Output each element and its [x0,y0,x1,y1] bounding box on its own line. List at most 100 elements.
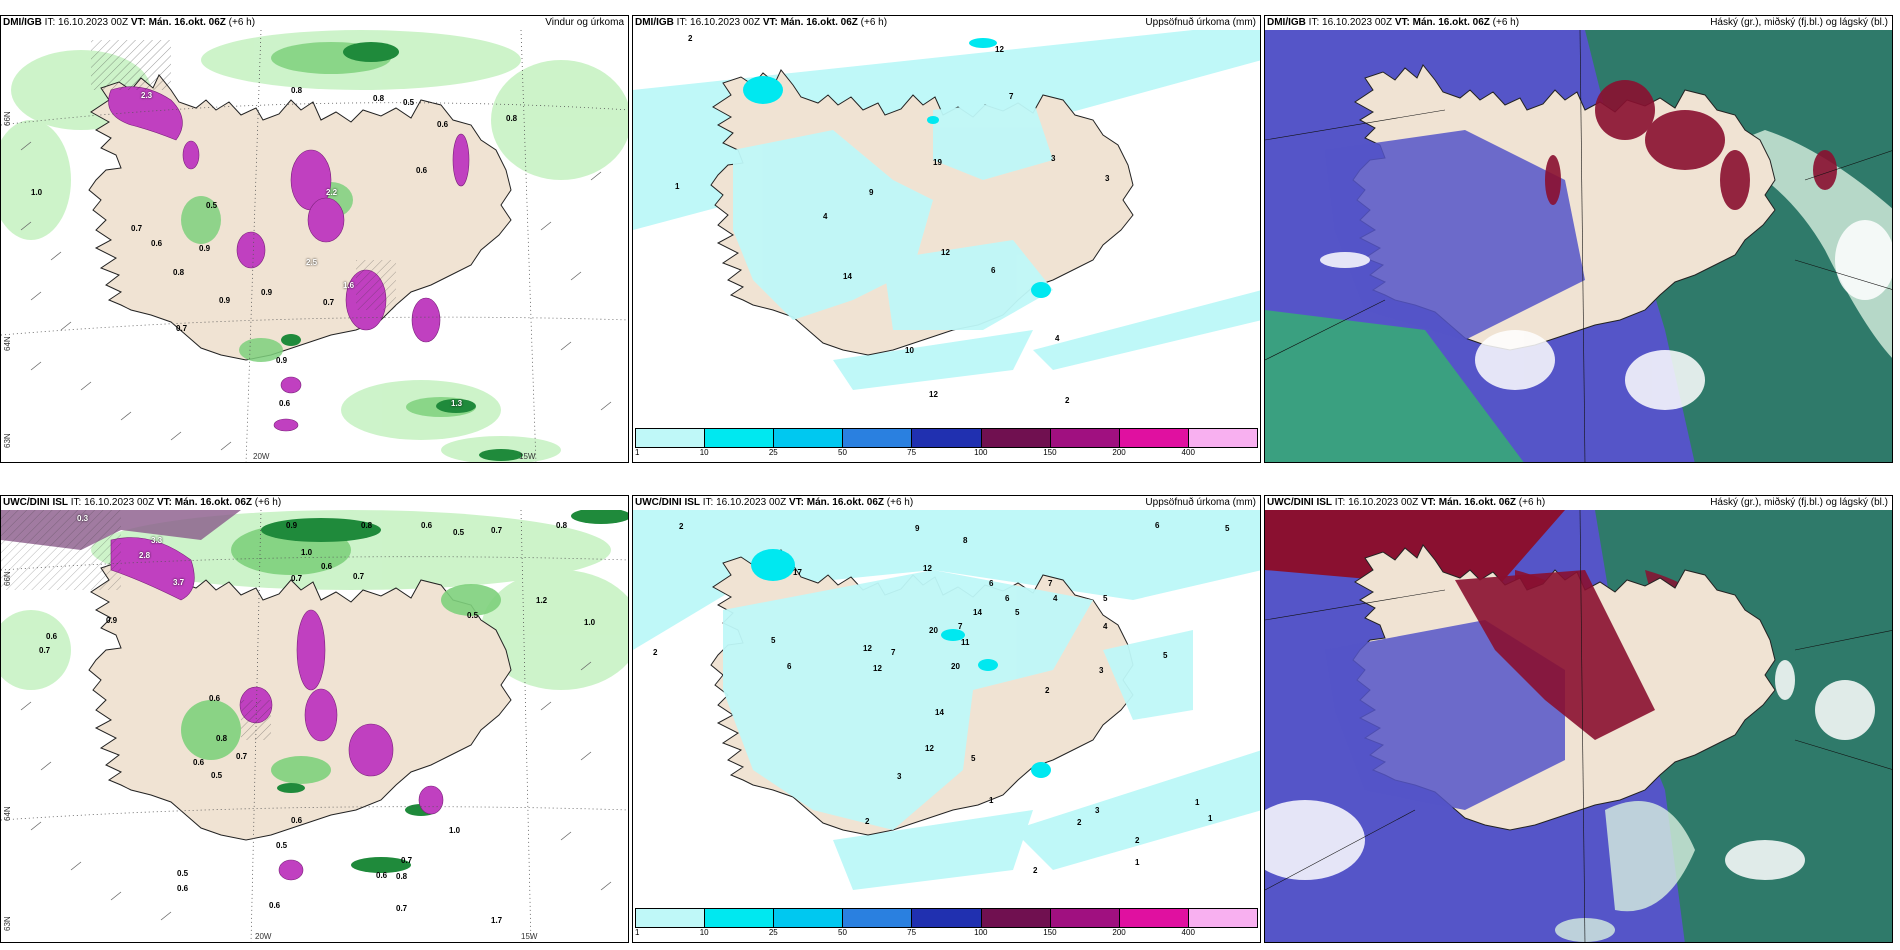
value-label: 0.5 [276,841,288,850]
value-label: 5 [1015,608,1020,617]
value-label: 0.6 [209,694,221,703]
value-label: 0.7 [323,298,335,307]
value-label: 0.7 [396,904,408,913]
legend-ticks: 1 10 25 50 75 100 150 200 400 [635,928,1258,940]
value-label: 6 [1005,594,1010,603]
legend-swatch [774,909,844,927]
value-label: 0.5 [403,98,415,107]
value-label: 6 [989,579,994,588]
model-name: DMI/IGB [3,17,42,28]
forecast-step: (+6 h) [860,17,888,28]
it-label: IT: [70,497,82,508]
panel-uwc-precip: UWC/DINI ISL IT: 16.10.2023 00Z VT: Mán.… [632,495,1261,943]
value-label: 0.3 [77,514,89,523]
forecast-step: (+6 h) [1492,17,1520,28]
panel-title: Uppsöfnuð úrkoma (mm) [1145,17,1256,28]
value-label: 3.7 [173,578,185,587]
value-label: 2.2 [326,188,338,197]
value-label: 14 [843,272,852,281]
legend-tick: 50 [838,928,847,937]
value-label: 4 [823,212,828,221]
panel-dmi-precip: DMI/IGB IT: 16.10.2023 00Z VT: Mán. 16.o… [632,15,1261,463]
value-label: 7 [891,648,896,657]
value-label: 2 [1077,818,1082,827]
lon-label: 20W [255,932,272,941]
model-name: DMI/IGB [635,17,674,28]
value-label: 1.2 [536,596,548,605]
model-name: DMI/IGB [1267,17,1306,28]
vt-label: VT: [130,17,146,28]
lat-label: 64N [3,806,12,821]
panel-dmi-wind: DMI/IGB IT: 16.10.2023 00Z VT: Mán. 16.o… [0,15,629,463]
it-label: IT: [702,497,714,508]
value-label: 1 [675,182,680,191]
cloud-map [1265,510,1892,942]
panel-header: UWC/DINI ISL IT: 16.10.2023 00Z VT: Mán.… [1265,496,1892,510]
value-label: 0.5 [467,611,479,620]
value-label: 0.6 [376,871,388,880]
panel-title: Háský (gr.), miðský (fj.bl.) og lágský (… [1710,497,1888,508]
value-label: 17 [793,568,802,577]
value-label: 2 [1135,836,1140,845]
legend-tick: 150 [1043,928,1057,937]
value-label: 1.0 [31,188,43,197]
legend-tick: 200 [1112,928,1126,937]
lat-label: 63N [3,916,12,931]
value-label: 0.6 [321,562,333,571]
value-label: 5 [1163,651,1168,660]
legend-tick: 200 [1112,448,1126,457]
legend-swatch [843,909,913,927]
panel-dmi-cloud: DMI/IGB IT: 16.10.2023 00Z VT: Mán. 16.o… [1264,15,1893,463]
value-label: 1.6 [343,281,355,290]
value-label: 1 [1195,798,1200,807]
value-label: 12 [929,390,938,399]
value-label: 0.5 [206,201,218,210]
value-label: 5 [1225,524,1230,533]
it-label: IT: [44,17,56,28]
legend-swatch [981,429,1051,447]
value-label: 12 [995,45,1004,54]
value-label: 0.6 [151,239,163,248]
value-label: 2 [1033,866,1038,875]
lat-label: 66N [3,111,12,126]
value-label: 2.8 [139,551,151,560]
legend-swatch [1050,429,1120,447]
valid-time: Mán. 16.okt. 06Z [174,497,252,508]
valid-time: Mán. 16.okt. 06Z [148,17,226,28]
valid-time: Mán. 16.okt. 06Z [780,17,858,28]
value-label: 4 [1103,622,1108,631]
legend-tick: 100 [974,928,988,937]
lon-label: 15W [519,452,536,461]
precip-map [633,30,1260,462]
model-name: UWC/DINI ISL [635,497,700,508]
value-label: 6 [787,662,792,671]
valid-time: Mán. 16.okt. 06Z [1438,497,1516,508]
legend-swatch [843,429,913,447]
value-label: 7 [1009,92,1014,101]
legend-swatch [1119,909,1189,927]
value-label: 12 [863,644,872,653]
value-label: 0.8 [373,94,385,103]
lat-label: 63N [3,433,12,448]
lat-label: 66N [3,571,12,586]
value-label: 2 [679,522,684,531]
panel-header: UWC/DINI ISL IT: 16.10.2023 00Z VT: Mán.… [633,496,1260,510]
value-label: 0.7 [291,574,303,583]
legend-tick: 10 [699,448,709,457]
legend-swatch [981,909,1051,927]
color-legend: 1 10 25 50 75 100 150 200 400 [633,428,1260,462]
value-label: 0.9 [276,356,288,365]
wind-map [1,30,628,462]
value-label: 5 [971,754,976,763]
legend-swatches [635,908,1258,928]
value-label: 0.9 [106,616,118,625]
value-label: 3 [1105,174,1110,183]
value-label: 0.7 [131,224,143,233]
legend-tick: 75 [907,928,917,937]
legend-tick: 100 [974,448,988,457]
legend-tick: 10 [699,928,709,937]
vt-label: VT: [762,17,778,28]
legend-tick: 25 [768,928,778,937]
value-label: 3 [1099,666,1104,675]
wind-map [1,510,628,942]
